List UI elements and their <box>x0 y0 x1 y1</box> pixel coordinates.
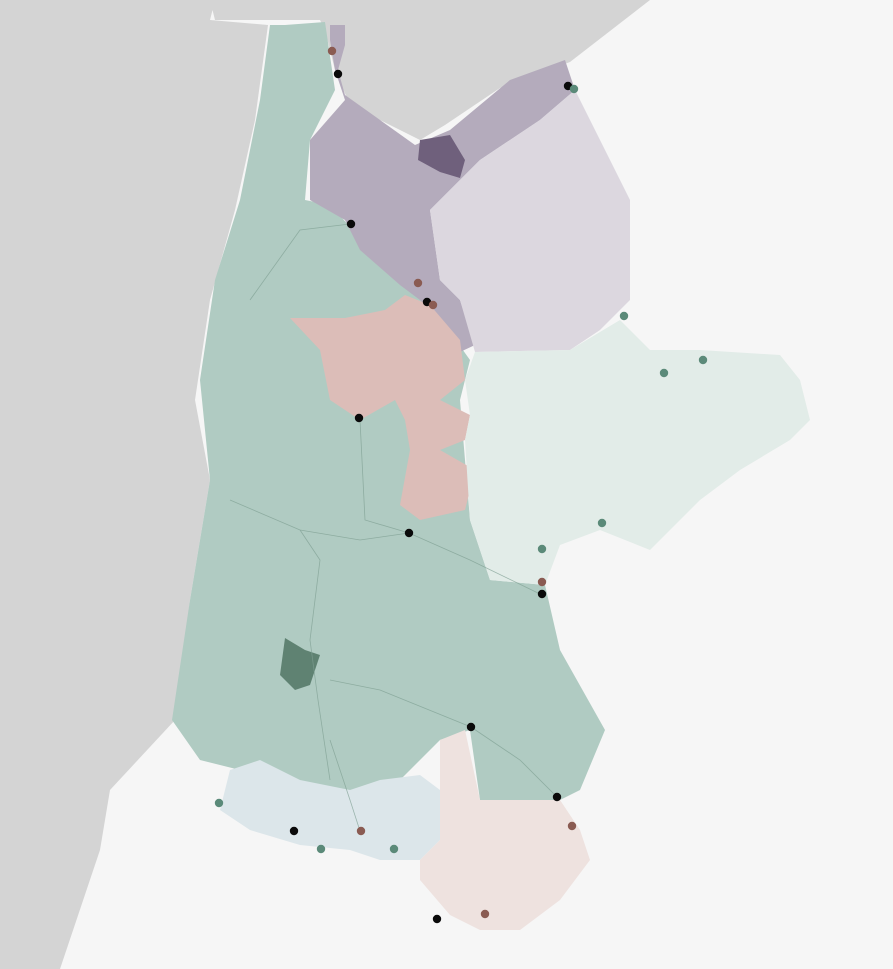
marker-black-point <box>404 528 414 538</box>
marker-black-point <box>537 589 547 599</box>
marker-green-point <box>316 844 326 854</box>
marker-black-point <box>346 219 356 229</box>
marker-green-point <box>537 544 547 554</box>
region-green-dark <box>280 638 320 690</box>
marker-brown-point <box>413 278 423 288</box>
marker-brown-point <box>567 821 577 831</box>
marker-black-point <box>354 413 364 423</box>
marker-black-point <box>552 792 562 802</box>
marker-black-point <box>333 69 343 79</box>
marker-brown-point <box>428 300 438 310</box>
marker-brown-point <box>480 909 490 919</box>
road-lines <box>229 223 558 832</box>
marker-brown-point <box>537 577 547 587</box>
marker-brown-point <box>356 826 366 836</box>
region-pink-light <box>420 730 590 930</box>
region-pink <box>290 295 475 520</box>
marker-green-point <box>659 368 669 378</box>
marker-brown-point <box>327 46 337 56</box>
marker-green-point <box>389 844 399 854</box>
region-purple-light <box>430 90 630 352</box>
sea-west <box>0 0 268 969</box>
marker-green-point <box>597 518 607 528</box>
region-green <box>172 22 605 830</box>
marker-black-point <box>466 722 476 732</box>
marker-green-point <box>214 798 224 808</box>
region-purple <box>310 25 575 352</box>
marker-green-point <box>569 84 579 94</box>
region-green-light <box>465 320 810 585</box>
marker-green-point <box>698 355 708 365</box>
region-blue-light <box>220 760 440 860</box>
markers <box>214 46 708 924</box>
marker-black-point <box>289 826 299 836</box>
marker-black-point <box>432 914 442 924</box>
marker-green-point <box>619 311 629 321</box>
region-purple-dark <box>418 135 465 178</box>
sea-north <box>210 0 650 140</box>
